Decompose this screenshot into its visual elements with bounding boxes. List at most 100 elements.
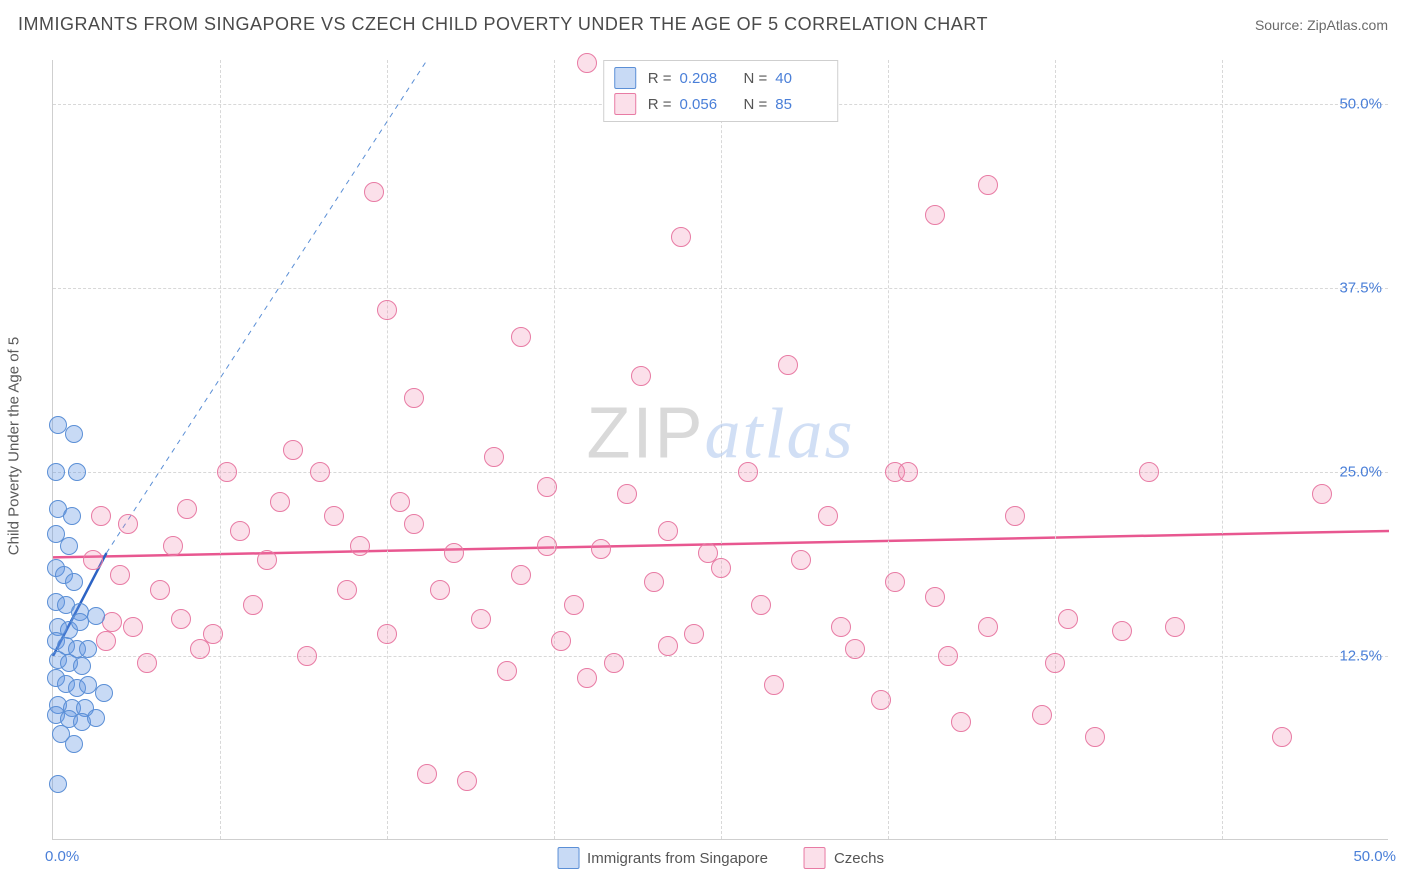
scatter-point-czech — [190, 639, 210, 659]
scatter-point-czech — [671, 227, 691, 247]
scatter-point-singapore — [47, 463, 65, 481]
scatter-point-czech — [617, 484, 637, 504]
scatter-point-czech — [711, 558, 731, 578]
scatter-point-czech — [1272, 727, 1292, 747]
scatter-point-czech — [337, 580, 357, 600]
scatter-point-czech — [283, 440, 303, 460]
scatter-point-czech — [324, 506, 344, 526]
scatter-point-czech — [938, 646, 958, 666]
legend-label-czech: Czechs — [834, 850, 884, 867]
plot-area: ZIPatlas R = 0.208 N = 40 R = 0.056 N = … — [52, 60, 1388, 840]
watermark-atlas: atlas — [704, 393, 854, 473]
scatter-point-czech — [1058, 609, 1078, 629]
scatter-point-czech — [738, 462, 758, 482]
scatter-point-czech — [537, 477, 557, 497]
scatter-point-czech — [978, 175, 998, 195]
scatter-point-czech — [564, 595, 584, 615]
swatch-czech-bottom — [804, 847, 826, 869]
y-axis-label: Child Poverty Under the Age of 5 — [6, 337, 23, 555]
gridline-v — [721, 60, 722, 839]
ytick-label: 50.0% — [1339, 96, 1382, 113]
scatter-point-singapore — [49, 775, 67, 793]
scatter-point-czech — [818, 506, 838, 526]
scatter-point-czech — [96, 631, 116, 651]
chart-header: IMMIGRANTS FROM SINGAPORE VS CZECH CHILD… — [18, 14, 1388, 35]
scatter-point-czech — [102, 612, 122, 632]
scatter-point-czech — [698, 543, 718, 563]
scatter-point-czech — [110, 565, 130, 585]
legend-row-singapore: R = 0.208 N = 40 — [614, 65, 828, 91]
swatch-singapore — [614, 67, 636, 89]
scatter-point-czech — [551, 631, 571, 651]
scatter-point-czech — [257, 550, 277, 570]
scatter-point-czech — [631, 366, 651, 386]
scatter-point-singapore — [79, 640, 97, 658]
scatter-point-czech — [364, 182, 384, 202]
scatter-point-czech — [484, 447, 504, 467]
gridline-v — [1222, 60, 1223, 839]
scatter-point-czech — [457, 771, 477, 791]
scatter-point-czech — [577, 53, 597, 73]
scatter-point-czech — [885, 572, 905, 592]
scatter-point-singapore — [87, 607, 105, 625]
gridline-v — [220, 60, 221, 839]
scatter-point-czech — [150, 580, 170, 600]
scatter-point-singapore — [87, 709, 105, 727]
scatter-point-singapore — [65, 425, 83, 443]
gridline-v — [387, 60, 388, 839]
scatter-point-czech — [1112, 621, 1132, 641]
scatter-point-czech — [444, 543, 464, 563]
legend-label-singapore: Immigrants from Singapore — [587, 850, 768, 867]
scatter-point-czech — [430, 580, 450, 600]
scatter-point-czech — [925, 205, 945, 225]
scatter-point-czech — [297, 646, 317, 666]
scatter-point-czech — [658, 636, 678, 656]
scatter-point-singapore — [60, 537, 78, 555]
chart-source: Source: ZipAtlas.com — [1255, 17, 1388, 33]
scatter-point-czech — [123, 617, 143, 637]
legend-row-czech: R = 0.056 N = 85 — [614, 91, 828, 117]
scatter-point-czech — [91, 506, 111, 526]
scatter-point-czech — [684, 624, 704, 644]
chart-title: IMMIGRANTS FROM SINGAPORE VS CZECH CHILD… — [18, 14, 988, 35]
scatter-point-czech — [163, 536, 183, 556]
xtick-label: 50.0% — [1353, 848, 1396, 865]
scatter-point-czech — [577, 668, 597, 688]
scatter-point-singapore — [95, 684, 113, 702]
scatter-point-czech — [230, 521, 250, 541]
scatter-point-czech — [1045, 653, 1065, 673]
ytick-label: 37.5% — [1339, 280, 1382, 297]
ytick-label: 25.0% — [1339, 464, 1382, 481]
scatter-point-singapore — [65, 573, 83, 591]
scatter-point-czech — [1312, 484, 1332, 504]
scatter-point-czech — [925, 587, 945, 607]
scatter-point-czech — [951, 712, 971, 732]
scatter-point-czech — [537, 536, 557, 556]
scatter-point-czech — [791, 550, 811, 570]
legend-item-singapore: Immigrants from Singapore — [557, 847, 768, 869]
scatter-point-czech — [898, 462, 918, 482]
scatter-point-czech — [377, 624, 397, 644]
scatter-point-czech — [1005, 506, 1025, 526]
scatter-point-czech — [377, 300, 397, 320]
scatter-point-czech — [1085, 727, 1105, 747]
scatter-point-czech — [658, 521, 678, 541]
ytick-label: 12.5% — [1339, 648, 1382, 665]
gridline-v — [554, 60, 555, 839]
scatter-point-czech — [978, 617, 998, 637]
scatter-point-czech — [243, 595, 263, 615]
scatter-point-czech — [591, 539, 611, 559]
scatter-point-czech — [310, 462, 330, 482]
scatter-point-czech — [1165, 617, 1185, 637]
scatter-point-czech — [471, 609, 491, 629]
scatter-point-czech — [118, 514, 138, 534]
scatter-point-czech — [871, 690, 891, 710]
scatter-point-singapore — [68, 463, 86, 481]
scatter-point-czech — [404, 514, 424, 534]
scatter-point-czech — [764, 675, 784, 695]
scatter-point-singapore — [73, 657, 91, 675]
scatter-point-czech — [217, 462, 237, 482]
legend-correlation: R = 0.208 N = 40 R = 0.056 N = 85 — [603, 60, 839, 122]
gridline-v — [1055, 60, 1056, 839]
gridline-v — [888, 60, 889, 839]
